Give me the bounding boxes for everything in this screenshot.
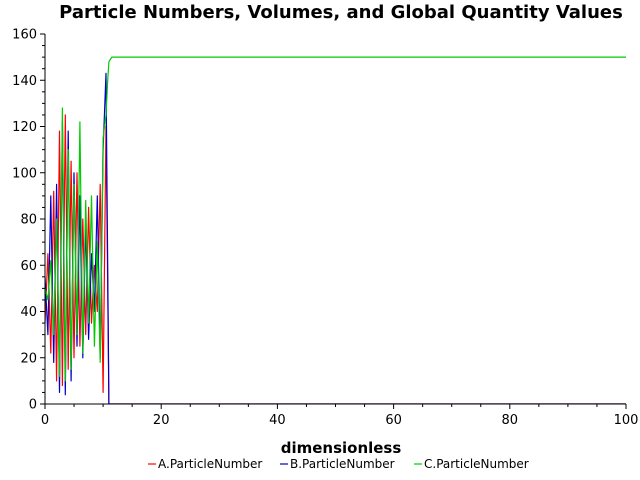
y-tick-label: 100 <box>12 166 37 181</box>
y-tick-label: 140 <box>12 74 37 89</box>
x-tick-label: 100 <box>614 413 639 428</box>
x-tick-label: 80 <box>502 413 519 428</box>
y-tick-label: 80 <box>20 213 37 228</box>
legend-entry: A.ParticleNumber <box>158 457 262 471</box>
series-line-b-particlenumber <box>45 72 626 404</box>
x-axis-label: dimensionless <box>281 439 402 457</box>
y-tick-label: 40 <box>20 305 37 320</box>
x-tick-label: 40 <box>269 413 286 428</box>
axes: 0 20 40 60 80 100 120 140 160 0 20 40 60 80 100 <box>12 28 638 429</box>
y-tick-label: 120 <box>12 120 37 135</box>
x-tick-label: 0 <box>41 413 49 428</box>
y-tick-label: 160 <box>12 28 37 43</box>
series-line-c-particlenumber <box>45 56 626 382</box>
legend: A.ParticleNumber B.ParticleNumber C.Partic… <box>148 457 529 471</box>
x-tick-label: 20 <box>153 413 170 428</box>
chart-title: Particle Numbers, Volumes, and Global Qu… <box>59 2 623 23</box>
legend-entry: C.ParticleNumber <box>424 457 529 471</box>
series-layer <box>45 56 626 404</box>
y-tick-label: 20 <box>20 351 37 366</box>
x-tick-label: 60 <box>385 413 402 428</box>
y-tick-label: 0 <box>29 398 37 413</box>
legend-entry: B.ParticleNumber <box>290 457 395 471</box>
series-line-a-particlenumber <box>45 114 626 404</box>
y-tick-label: 60 <box>20 259 37 274</box>
